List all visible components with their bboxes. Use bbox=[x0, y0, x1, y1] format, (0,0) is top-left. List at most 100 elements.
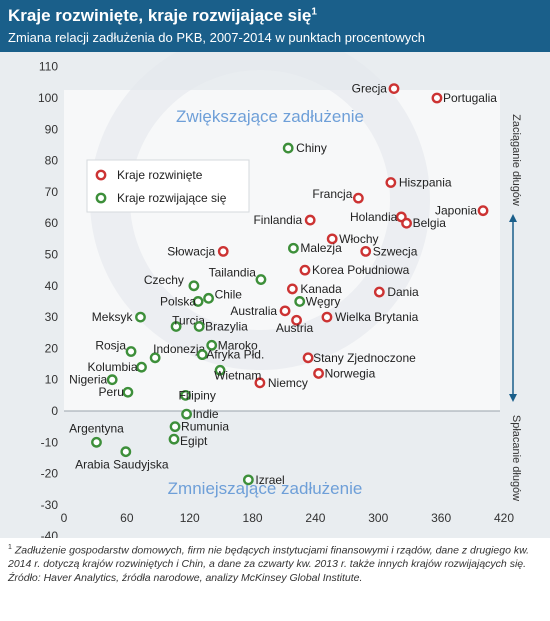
source-text: Źródło: Haver Analytics, źródła narodowe… bbox=[8, 571, 363, 584]
data-label-argentyna: Argentyna bbox=[69, 421, 124, 435]
x-tick-label: 60 bbox=[120, 511, 134, 525]
data-label-austria: Austria bbox=[276, 321, 314, 335]
data-point-korea-poludniowa bbox=[299, 264, 311, 276]
region-label-decreasing: Zmniejszające zadłużenie bbox=[168, 479, 363, 498]
right-arrow-up-head bbox=[509, 214, 517, 222]
data-point-wlochy bbox=[326, 233, 338, 245]
x-tick-label: 0 bbox=[61, 511, 68, 525]
data-point-nigeria bbox=[106, 374, 118, 386]
data-label-brazylia: Brazylia bbox=[205, 319, 248, 333]
data-label-rosja: Rosja bbox=[95, 339, 126, 353]
data-point-maroko bbox=[206, 339, 218, 351]
data-label-kanada: Kanada bbox=[300, 282, 342, 296]
legend-box bbox=[86, 159, 250, 213]
data-label-polska: Polska bbox=[160, 294, 196, 308]
y-tick-label: 40 bbox=[45, 279, 59, 293]
data-label-meksyk: Meksyk bbox=[92, 310, 134, 324]
y-tick-label: 30 bbox=[45, 310, 59, 324]
data-point-egipt bbox=[168, 433, 180, 445]
data-label-filipiny: Filipiny bbox=[179, 388, 216, 402]
data-point-szwecja bbox=[360, 245, 372, 257]
data-point-rosja bbox=[125, 346, 137, 357]
data-label-izrael: Izrael bbox=[255, 473, 284, 487]
data-point-francja bbox=[352, 192, 364, 204]
data-point-izrael bbox=[242, 474, 254, 486]
data-label-slowacja: Słowacja bbox=[167, 244, 215, 258]
data-point-kanada bbox=[286, 283, 298, 295]
data-point-malezja bbox=[288, 242, 299, 254]
data-point-filipiny bbox=[180, 389, 191, 401]
chart-subtitle: Zmiana relacji zadłużenia do PKB, 2007-2… bbox=[8, 30, 425, 45]
data-label-norwegia: Norwegia bbox=[325, 366, 376, 380]
y-tick-label: 90 bbox=[45, 122, 59, 136]
chart-header: Kraje rozwinięte, kraje rozwijające się1… bbox=[0, 0, 550, 52]
x-tick-label: 240 bbox=[305, 511, 325, 525]
data-point-chiny bbox=[282, 142, 294, 154]
y-tick-label: 20 bbox=[45, 341, 59, 355]
legend-label-developing: Kraje rozwijające się bbox=[117, 191, 227, 205]
data-label-holandia: Holandia bbox=[350, 210, 398, 224]
data-point-indonezja bbox=[149, 352, 161, 364]
y-tick-label: 80 bbox=[45, 154, 59, 168]
right-label-borrowing: Zaciąganie długów bbox=[510, 114, 522, 206]
data-label-chile: Chile bbox=[215, 287, 243, 301]
data-point-meksyk bbox=[135, 311, 146, 323]
data-point-tailandia bbox=[255, 274, 267, 285]
data-label-indie: Indie bbox=[193, 407, 219, 421]
data-label-malezja: Malezja bbox=[300, 241, 342, 255]
data-point-kolumbia bbox=[136, 361, 147, 373]
data-point-austria bbox=[291, 314, 302, 326]
right-arrow-down-head bbox=[509, 394, 517, 402]
y-tick-label: 50 bbox=[45, 248, 59, 262]
data-point-afryka-pld bbox=[196, 349, 208, 361]
x-tick-label: 180 bbox=[243, 511, 263, 525]
data-label-stany-zjednoczone: Stany Zjednoczone bbox=[313, 351, 416, 365]
data-label-kolumbia: Kolumbia bbox=[87, 360, 137, 374]
data-point-brazylia bbox=[193, 321, 205, 332]
data-label-grecja: Grecja bbox=[352, 82, 388, 96]
data-label-dania: Dania bbox=[387, 285, 419, 299]
data-label-wlochy: Włochy bbox=[339, 232, 378, 246]
scatter-chart: Zwiększające zadłużenie Zmniejszające zad… bbox=[38, 52, 522, 538]
legend-marker-developing bbox=[95, 192, 107, 204]
data-point-peru bbox=[122, 386, 134, 398]
data-label-korea-poludniowa: Korea Południowa bbox=[312, 263, 410, 277]
data-label-chiny: Chiny bbox=[296, 141, 327, 155]
data-point-polska bbox=[192, 296, 204, 307]
data-label-arabia-saudyjska: Arabia Saudyjska bbox=[75, 458, 169, 472]
x-tick-label: 360 bbox=[431, 511, 451, 525]
x-tick-label: 120 bbox=[180, 511, 200, 525]
data-label-egipt: Egipt bbox=[180, 434, 208, 448]
data-point-indie bbox=[181, 408, 192, 420]
data-point-wielka-brytania bbox=[321, 311, 333, 323]
y-tick-label: -40 bbox=[41, 529, 59, 538]
data-label-niemcy: Niemcy bbox=[268, 376, 308, 390]
legend-marker-developed bbox=[95, 169, 107, 181]
data-label-czechy: Czechy bbox=[144, 273, 184, 287]
data-label-hiszpania: Hiszpania bbox=[399, 176, 452, 190]
data-label-francja: Francja bbox=[312, 187, 352, 201]
data-label-maroko: Maroko bbox=[218, 338, 258, 352]
data-point-portugalia bbox=[431, 92, 443, 104]
data-point-dania bbox=[373, 286, 385, 298]
data-label-finlandia: Finlandia bbox=[253, 213, 302, 227]
y-tick-label: 10 bbox=[45, 373, 59, 387]
x-tick-label: 420 bbox=[494, 511, 514, 525]
data-point-rumunia bbox=[169, 421, 181, 433]
data-label-australia: Australia bbox=[230, 304, 277, 318]
data-point-japonia bbox=[477, 205, 489, 217]
data-label-peru: Peru bbox=[99, 385, 124, 399]
data-point-hiszpania bbox=[385, 177, 397, 188]
y-tick-label: 110 bbox=[39, 60, 58, 74]
data-label-nigeria: Nigeria bbox=[69, 373, 107, 387]
data-label-tailandia: Tailandia bbox=[209, 266, 257, 280]
data-label-wielka-brytania: Wielka Brytania bbox=[335, 310, 419, 324]
y-tick-label: 100 bbox=[38, 91, 58, 105]
legend-label-developed: Kraje rozwinięte bbox=[117, 168, 203, 182]
footnote-text: Zadłużenie gospodarstw domowych, firm ni… bbox=[8, 544, 529, 571]
data-label-japonia: Japonia bbox=[435, 204, 477, 218]
data-point-belgia bbox=[401, 217, 412, 229]
data-point-czechy bbox=[188, 280, 200, 292]
data-point-wegry bbox=[294, 296, 306, 307]
data-label-afryka-pld: Afryka Płd. bbox=[206, 348, 264, 362]
